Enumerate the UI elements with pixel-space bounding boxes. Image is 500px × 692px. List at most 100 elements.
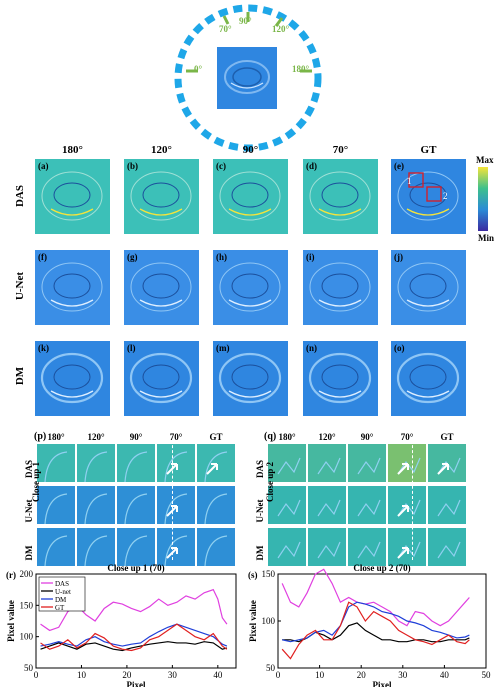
closeup-p-label: (p)	[34, 431, 47, 442]
closeup-2-cell	[348, 444, 386, 482]
closeup-1-cell	[197, 528, 235, 566]
series-line-gt	[281, 601, 470, 660]
y-tick-label: 50	[266, 663, 276, 673]
x-tick-label: 30	[168, 670, 178, 680]
panel-dm-0: (k)	[35, 341, 110, 416]
closeup-1-cell	[77, 444, 115, 482]
closeup-q-label: (q)	[264, 431, 277, 442]
col-head-90: 90°	[242, 144, 259, 156]
angle-180-label: 180°	[292, 64, 310, 74]
closeup-2-cell	[268, 486, 306, 524]
panel-unet-4: (j)	[391, 250, 466, 325]
angle-70-label: 70°	[219, 24, 232, 34]
panel-unet-3: (i)	[303, 250, 378, 325]
panel-label: (c)	[216, 161, 226, 171]
panel-das-4: (e)	[391, 159, 466, 234]
y-tick-label: 100	[20, 632, 34, 642]
closeup-2-cell	[388, 486, 426, 524]
panel-das-1: (b)	[124, 159, 199, 234]
closeup-2-col-head: 180°	[278, 432, 296, 442]
ring-diagram: 70° 90° 120° 0° 180°	[172, 2, 324, 154]
panel-das-0: (a)	[35, 159, 110, 234]
panel-label: (o)	[394, 343, 405, 353]
panel-dm-4: (o)	[391, 341, 466, 416]
panel-dm-2: (m)	[213, 341, 288, 416]
closeup-2-cell	[388, 528, 426, 566]
x-tick-label: 40	[213, 670, 223, 680]
x-axis-label: Pixel	[127, 680, 146, 687]
closeup-2-title: Close up 2	[265, 462, 275, 503]
ring-center-image	[217, 47, 277, 109]
legend-entry: U-net	[55, 588, 71, 596]
closeup-1-profile-line	[172, 440, 173, 560]
panel-label: (g)	[127, 252, 138, 262]
legend-entry: DAS	[55, 580, 69, 588]
panel-unet-1: (g)	[124, 250, 199, 325]
series-line-das	[281, 568, 470, 627]
colorbar	[478, 167, 488, 231]
closeup-1-cell	[117, 444, 155, 482]
plot-frame	[277, 573, 487, 669]
closeup-1-col-head: 90°	[129, 432, 143, 442]
closeup-2-cell	[308, 486, 346, 524]
angle-0-label: 0°	[194, 64, 203, 74]
closeup-2-col-head: 120°	[318, 432, 336, 442]
closeup-2-cell	[348, 486, 386, 524]
closeup-2-cell	[428, 444, 466, 482]
panel-label: (j)	[394, 252, 403, 262]
closeup-1-col-head: 180°	[47, 432, 65, 442]
closeup-1-cell	[157, 528, 195, 566]
plot-s: 0 10 20 30 40 50 50 100 150 Close up 2 (70) Pixel P…	[248, 560, 500, 690]
panel-label: (i)	[306, 252, 315, 262]
panel-das-3: (d)	[303, 159, 378, 234]
colorbar-max-label: Max	[476, 155, 494, 165]
col-head-gt: GT	[420, 144, 437, 156]
x-tick-label: 50	[482, 670, 492, 680]
y-tick-label: 150	[262, 569, 276, 579]
series-line-gt	[40, 623, 228, 652]
legend-entry: DM	[55, 596, 67, 604]
x-tick-label: 10	[315, 670, 325, 680]
col-head-120: 120°	[151, 144, 172, 156]
closeup-2-col-head: GT	[440, 432, 454, 442]
panel-label: (a)	[38, 161, 49, 171]
panel-unet-2: (h)	[213, 250, 288, 325]
x-tick-label: 0	[34, 670, 39, 680]
y-tick-label: 200	[20, 569, 34, 579]
closeup-2-cell	[428, 528, 466, 566]
closeup-1-col-head: 70°	[169, 432, 183, 442]
closeup-1-cell	[197, 444, 235, 482]
panel-label: (e)	[394, 161, 404, 171]
closeup-1-col-head: 120°	[87, 432, 105, 442]
panel-label: (n)	[306, 343, 317, 353]
panel-das-2: (c)	[213, 159, 288, 234]
closeup-2-col-head: 70°	[400, 432, 414, 442]
x-axis-label: Pixel	[373, 680, 392, 687]
colorbar-min-label: Min	[478, 233, 495, 243]
closeup-1-cell	[157, 486, 195, 524]
plot-panel-label: (r)	[6, 570, 16, 580]
closeup-2-profile-line	[412, 440, 413, 560]
closeup-1-col-head: GT	[209, 432, 223, 442]
angle-120-label: 120°	[272, 24, 290, 34]
roi-1-label: 1	[407, 176, 412, 186]
ring-svg	[174, 4, 322, 152]
plot-r-svg: 0 10 20 30 40 50 100 150 200 Close up 1 (70) Pixel…	[6, 563, 237, 690]
closeup-2-cell	[308, 528, 346, 566]
panel-label: (h)	[216, 252, 227, 262]
panel-label: (f)	[38, 252, 47, 262]
closeup-2-cell	[308, 444, 346, 482]
closeup-2-cell	[428, 486, 466, 524]
closeup-1-cell	[37, 444, 75, 482]
panel-unet-0: (f)	[35, 250, 110, 325]
closeup-2-cell	[348, 528, 386, 566]
closeup-2-cell	[268, 444, 306, 482]
row-label-das: DAS	[14, 185, 26, 208]
panel-label: (l)	[127, 343, 136, 353]
y-axis-label: Pixel value	[248, 600, 258, 642]
row-label-dm: DM	[14, 366, 26, 386]
x-tick-label: 10	[77, 670, 87, 680]
x-tick-label: 40	[440, 670, 450, 680]
closeup-1-cell	[37, 528, 75, 566]
plot-panel-label: (s)	[248, 570, 258, 580]
